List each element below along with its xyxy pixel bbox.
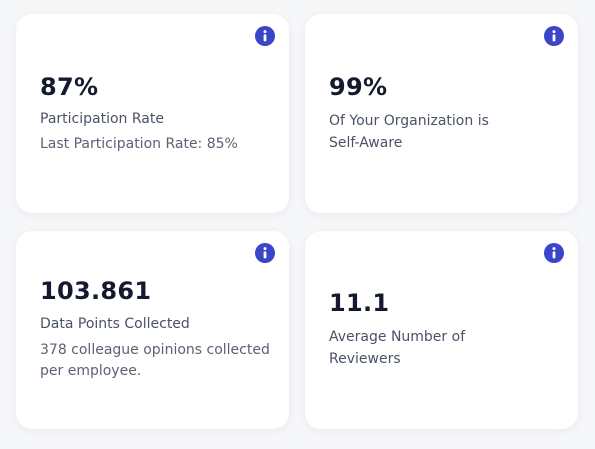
last-participation-rate-text: Last Participation Rate: 85% xyxy=(40,136,238,152)
info-icon[interactable] xyxy=(544,26,564,46)
participation-rate-value: 87% xyxy=(40,73,99,101)
info-icon[interactable] xyxy=(255,26,275,46)
average-reviewers-value: 11.1 xyxy=(329,289,390,317)
info-icon[interactable] xyxy=(544,243,564,263)
info-icon[interactable] xyxy=(255,243,275,263)
colleague-opinions-line2: per employee. xyxy=(40,363,142,379)
data-points-card: 103.861 Data Points Collected 378 collea… xyxy=(16,231,289,429)
average-reviewers-label-line1: Average Number of xyxy=(329,329,466,345)
data-points-value: 103.861 xyxy=(40,277,152,305)
self-aware-value: 99% xyxy=(329,73,388,101)
self-aware-label-line1: Of Your Organization is xyxy=(329,113,489,129)
colleague-opinions-line1: 378 colleague opinions collected xyxy=(40,342,270,358)
participation-rate-card: 87% Participation Rate Last Participatio… xyxy=(16,14,289,213)
data-points-label: Data Points Collected xyxy=(40,316,190,332)
self-aware-label-line2: Self-Aware xyxy=(329,135,403,151)
participation-rate-label: Participation Rate xyxy=(40,111,164,127)
self-aware-card: 99% Of Your Organization is Self-Aware xyxy=(305,14,578,213)
average-reviewers-card: 11.1 Average Number of Reviewers xyxy=(305,231,578,429)
average-reviewers-label-line2: Reviewers xyxy=(329,351,401,367)
